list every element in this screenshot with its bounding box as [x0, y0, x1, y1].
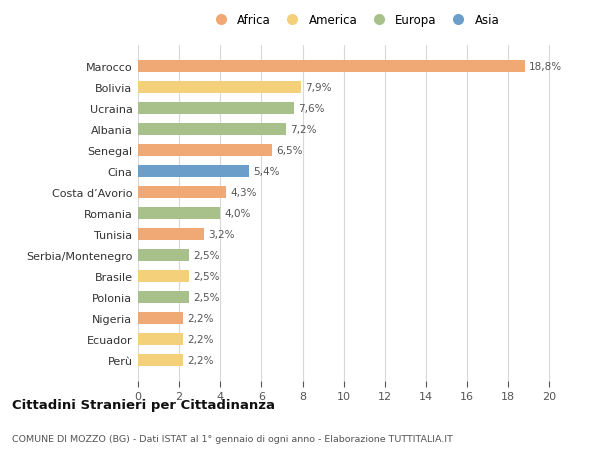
Bar [138, 82, 301, 94]
Bar [138, 166, 249, 177]
Text: 5,4%: 5,4% [253, 167, 280, 177]
Text: 6,5%: 6,5% [276, 146, 302, 156]
Bar [138, 207, 220, 219]
Text: 7,6%: 7,6% [298, 104, 325, 114]
Text: Cittadini Stranieri per Cittadinanza: Cittadini Stranieri per Cittadinanza [12, 398, 275, 412]
Text: COMUNE DI MOZZO (BG) - Dati ISTAT al 1° gennaio di ogni anno - Elaborazione TUTT: COMUNE DI MOZZO (BG) - Dati ISTAT al 1° … [12, 434, 453, 442]
Text: 2,5%: 2,5% [194, 250, 220, 260]
Text: 2,2%: 2,2% [187, 355, 214, 365]
Bar [138, 354, 183, 366]
Text: 7,9%: 7,9% [305, 83, 331, 93]
Bar [138, 270, 190, 282]
Text: 2,5%: 2,5% [194, 271, 220, 281]
Bar [138, 291, 190, 303]
Text: 2,5%: 2,5% [194, 292, 220, 302]
Bar [138, 61, 525, 73]
Text: 4,0%: 4,0% [224, 208, 251, 218]
Bar [138, 187, 226, 198]
Bar [138, 333, 183, 345]
Legend: Africa, America, Europa, Asia: Africa, America, Europa, Asia [206, 11, 502, 29]
Bar [138, 103, 295, 114]
Bar [138, 250, 190, 261]
Text: 18,8%: 18,8% [529, 62, 562, 72]
Text: 2,2%: 2,2% [187, 313, 214, 323]
Bar [138, 124, 286, 135]
Bar [138, 145, 272, 157]
Text: 7,2%: 7,2% [290, 125, 317, 134]
Bar [138, 229, 204, 240]
Text: 4,3%: 4,3% [230, 188, 257, 197]
Bar [138, 313, 183, 324]
Text: 2,2%: 2,2% [187, 334, 214, 344]
Text: 3,2%: 3,2% [208, 230, 235, 239]
